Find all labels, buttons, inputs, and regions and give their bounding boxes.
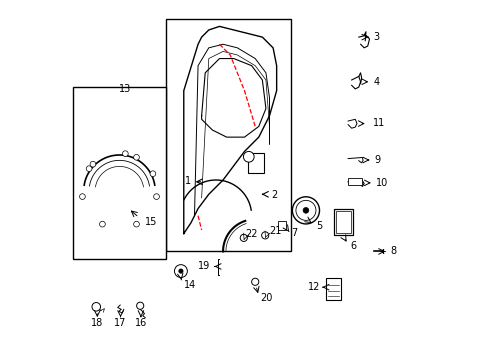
Circle shape	[295, 201, 315, 220]
Text: 18: 18	[91, 318, 103, 328]
Text: 5: 5	[315, 221, 322, 231]
Text: 12: 12	[307, 282, 320, 292]
Bar	[335, 211, 350, 233]
Text: 7: 7	[290, 228, 297, 238]
Text: 10: 10	[375, 178, 387, 188]
Circle shape	[261, 232, 268, 239]
Circle shape	[136, 302, 143, 309]
Text: 8: 8	[389, 247, 395, 256]
Text: 14: 14	[183, 280, 196, 291]
Circle shape	[153, 194, 159, 199]
Text: 11: 11	[372, 118, 385, 128]
Text: 4: 4	[372, 77, 379, 87]
Bar	[278, 221, 285, 230]
Circle shape	[80, 194, 85, 199]
Text: 15: 15	[144, 217, 157, 227]
Circle shape	[133, 221, 139, 227]
Circle shape	[90, 161, 96, 167]
Circle shape	[86, 166, 92, 171]
Circle shape	[100, 221, 105, 227]
Circle shape	[303, 207, 308, 213]
Text: 16: 16	[135, 318, 147, 328]
Text: 17: 17	[114, 318, 126, 328]
Text: 1: 1	[184, 176, 190, 186]
FancyBboxPatch shape	[165, 19, 290, 251]
Circle shape	[122, 151, 128, 157]
Circle shape	[92, 302, 101, 311]
Circle shape	[150, 171, 156, 176]
Circle shape	[292, 197, 319, 224]
Text: 21: 21	[268, 226, 281, 236]
Bar	[347, 178, 362, 185]
Text: 2: 2	[271, 190, 277, 200]
FancyBboxPatch shape	[73, 87, 165, 258]
Circle shape	[179, 269, 183, 273]
Text: 19: 19	[197, 261, 209, 271]
Circle shape	[243, 152, 254, 162]
Text: 20: 20	[260, 293, 272, 303]
Circle shape	[240, 234, 247, 242]
Bar	[247, 153, 264, 173]
Text: 22: 22	[245, 229, 258, 239]
Text: 3: 3	[372, 32, 379, 42]
Circle shape	[251, 278, 258, 285]
Text: 13: 13	[119, 84, 131, 94]
Circle shape	[133, 154, 139, 160]
Text: 9: 9	[373, 155, 380, 165]
Bar	[325, 278, 340, 300]
Text: 6: 6	[349, 241, 355, 251]
Bar	[333, 208, 353, 235]
Circle shape	[174, 265, 187, 278]
